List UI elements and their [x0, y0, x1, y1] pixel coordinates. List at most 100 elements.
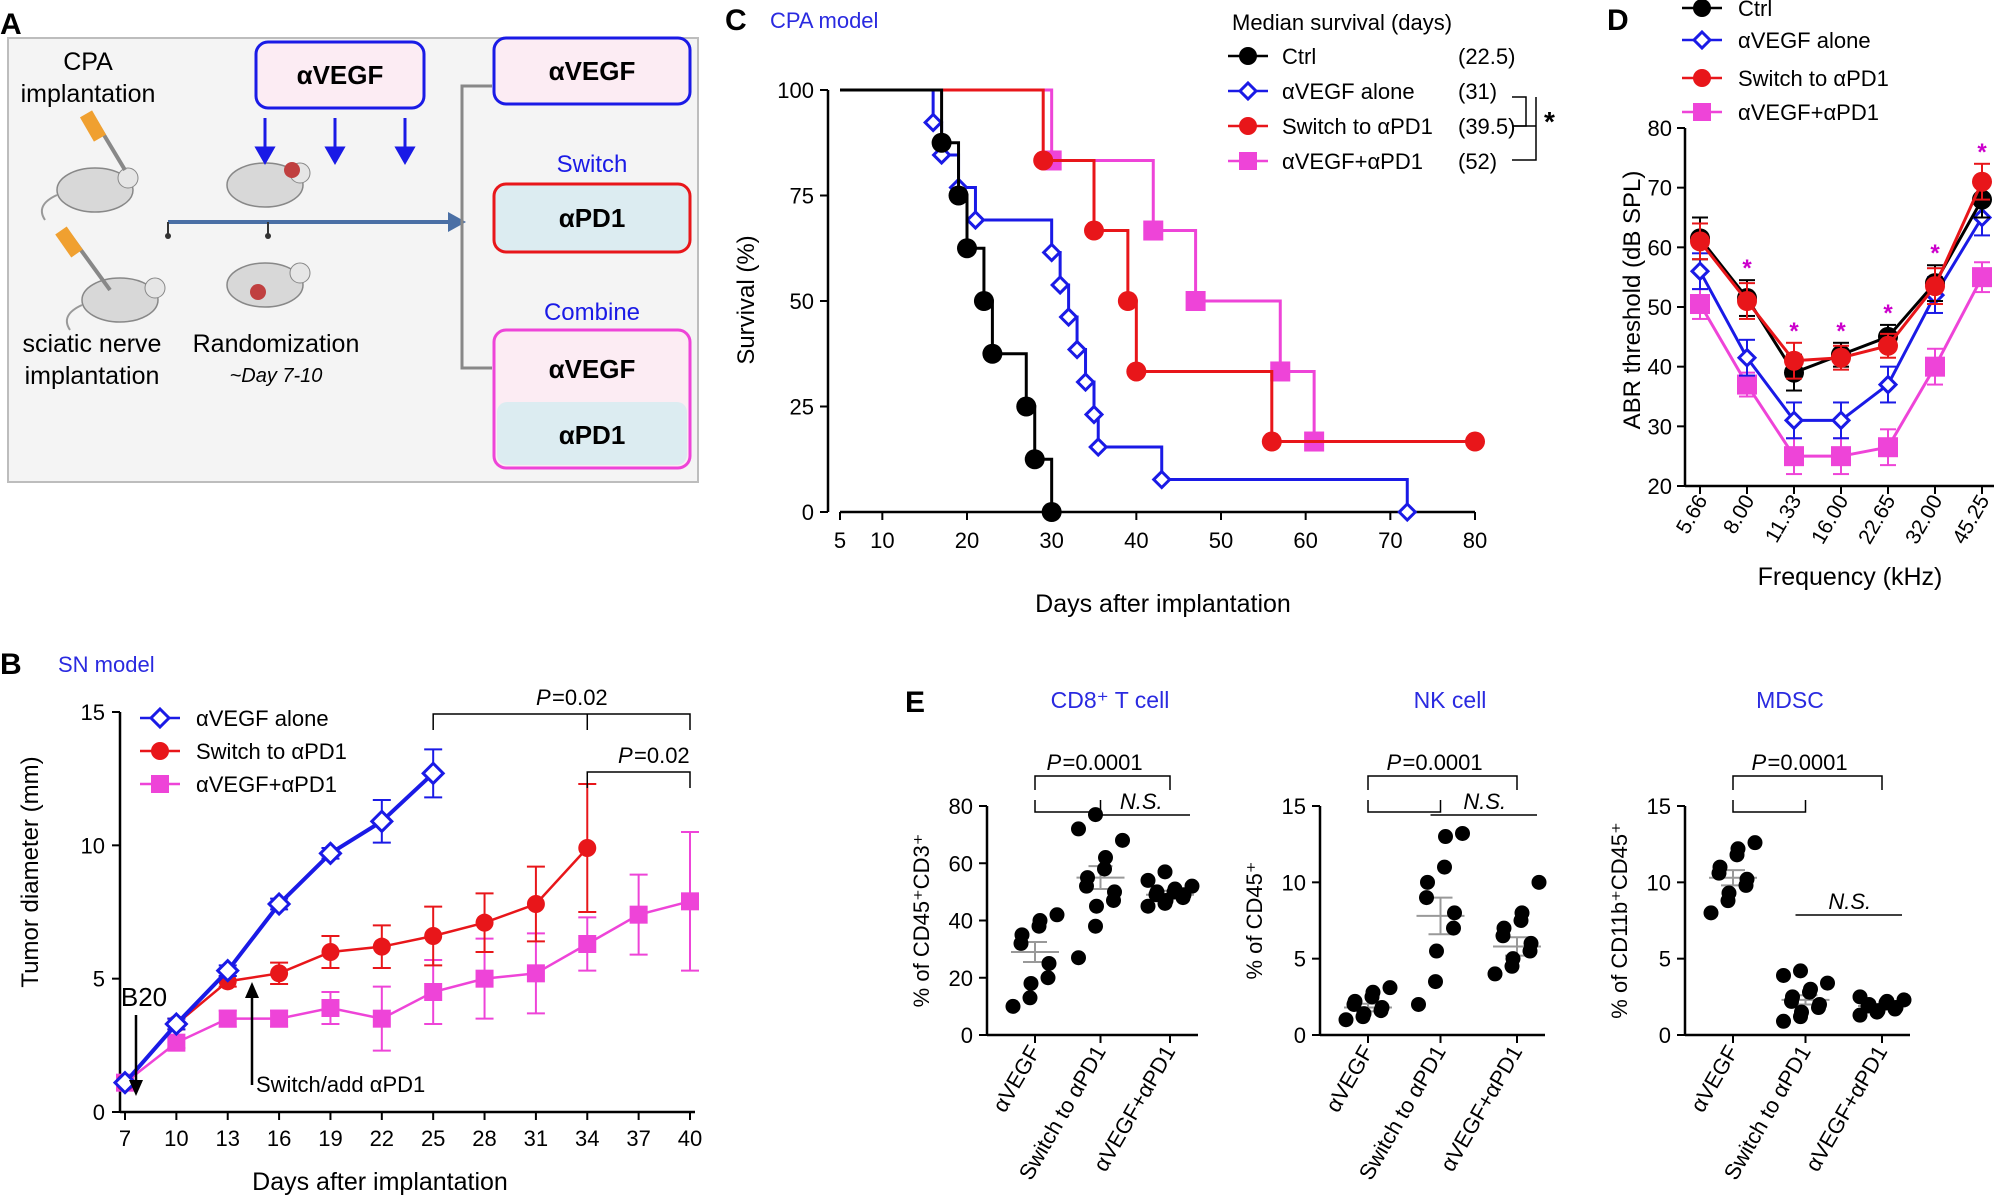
cpa-label-2: implantation: [21, 80, 156, 108]
data-point: [1721, 885, 1737, 901]
data-point: [1382, 980, 1398, 996]
x-tick-label: 22.65: [1854, 491, 1900, 548]
y-tick-label: 5: [1294, 947, 1306, 972]
legend-marker: [1693, 69, 1711, 87]
data-point: [1347, 993, 1363, 1009]
x-tick-label: 16.00: [1807, 491, 1853, 548]
data-point: [948, 185, 969, 206]
legend-marker: [1693, 103, 1711, 121]
data-point: [1066, 339, 1088, 360]
chart-title: CD8⁺ T cell: [1051, 687, 1170, 713]
data-point: [1151, 469, 1172, 490]
data-point: [318, 841, 343, 866]
y-tick-label: 100: [777, 78, 814, 103]
data-point: [1040, 970, 1056, 986]
legend-label: Switch to αPD1: [196, 739, 347, 764]
p-value-1: =0.02: [552, 685, 608, 710]
data-point: [1523, 935, 1539, 951]
data-point: [1107, 884, 1122, 900]
group-combine-label-1: αVEGF: [549, 354, 636, 384]
y-axis-label: % of CD11b⁺CD45⁺: [1607, 822, 1632, 1018]
y-tick-label: 30: [1648, 414, 1672, 439]
data-point: [1023, 975, 1039, 991]
p-letter: P: [618, 743, 633, 768]
p-bracket: [432, 713, 691, 730]
data-point: [1157, 864, 1173, 880]
x-tick-label: αVEGF: [987, 1041, 1045, 1116]
data-point: [1374, 1000, 1390, 1016]
data-point: [1338, 1012, 1354, 1028]
group-bracket: [460, 84, 492, 370]
significance-star: *: [1742, 255, 1752, 282]
legend-label: Ctrl: [1282, 44, 1316, 69]
y-tick-label: 5: [93, 967, 105, 992]
x-tick-label: 32.00: [1901, 491, 1947, 548]
legend-label: Ctrl: [1738, 0, 1772, 21]
x-tick-label: 28: [472, 1126, 496, 1151]
mouse-icon: [55, 226, 166, 331]
p-value: =0.0001: [1403, 750, 1483, 775]
data-point: [1793, 963, 1808, 979]
data-point: [270, 964, 289, 983]
y-tick-label: 80: [949, 794, 973, 819]
data-point: [1080, 870, 1095, 886]
y-axis-label: ABR threshold (dB SPL): [1619, 171, 1646, 430]
y-tick-label: 50: [1648, 295, 1672, 320]
data-point: [372, 937, 391, 956]
p-letter: P: [536, 685, 551, 710]
chart-title: CPA model: [770, 8, 878, 33]
x-tick-label: 5: [834, 528, 846, 553]
y-tick-label: 0: [1659, 1023, 1671, 1048]
y-axis-label: % of CD45⁺CD3⁺: [909, 834, 934, 1008]
data-point: [1084, 220, 1104, 241]
data-point: [1420, 874, 1435, 890]
data-point: [1736, 347, 1758, 368]
switch-annotation: Switch/add αPD1: [256, 1072, 425, 1097]
data-point: [1514, 905, 1530, 921]
legend-marker: [1239, 152, 1257, 170]
x-tick-label: 40: [678, 1126, 702, 1151]
data-point: [1365, 984, 1381, 1000]
data-point: [923, 112, 944, 133]
data-point: [321, 943, 340, 961]
p-bracket: [1367, 775, 1518, 790]
x-tick-label: αVEGF+αPD1: [1435, 1041, 1527, 1176]
legend-median: (31): [1458, 79, 1497, 104]
data-point: [1739, 871, 1755, 887]
y-tick-label: 70: [1648, 176, 1672, 201]
data-point: [1143, 220, 1164, 241]
p-bracket: [1367, 800, 1442, 813]
legend-label: αVEGF alone: [196, 706, 329, 731]
data-point: [1088, 436, 1109, 458]
data-point: [164, 1011, 189, 1037]
data-point: [1115, 832, 1130, 848]
data-point: [578, 839, 597, 857]
data-point: [1820, 975, 1835, 991]
data-point: [1428, 974, 1443, 990]
legend-label: Switch to αPD1: [1282, 114, 1433, 139]
data-point: [1058, 306, 1079, 328]
data-point: [1149, 884, 1165, 900]
data-point: [681, 892, 699, 911]
x-tick-label: 80: [1463, 528, 1487, 553]
data-point: [1783, 410, 1805, 431]
x-tick-label: 34: [575, 1126, 599, 1151]
legend-median: (39.5): [1458, 114, 1515, 139]
data-point: [1703, 905, 1719, 921]
p-letter: P: [1047, 750, 1062, 775]
x-tick-label: 22: [370, 1126, 394, 1151]
p-value: =0.0001: [1063, 750, 1143, 775]
data-point: [1419, 890, 1434, 906]
y-tick-label: 75: [790, 184, 814, 209]
x-tick-label: 25: [421, 1126, 445, 1151]
x-tick-label: 31: [524, 1126, 548, 1151]
legend-marker: [1239, 117, 1257, 135]
survival-curve: [840, 88, 1475, 444]
x-tick-label: 50: [1209, 528, 1233, 553]
survival-curve: [840, 88, 1323, 444]
data-point: [1784, 350, 1804, 371]
data-point: [1689, 261, 1711, 282]
data-point: [1730, 841, 1746, 857]
